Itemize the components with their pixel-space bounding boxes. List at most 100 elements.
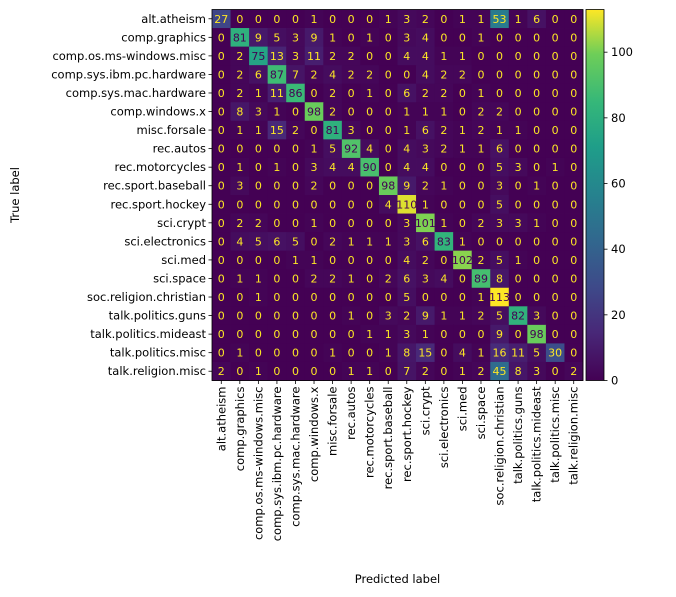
cell-value-label: 0 [552,31,559,44]
y-tick-label: alt.atheism [141,12,206,26]
heatmap-cell [341,176,361,196]
cell-value-label: 0 [236,198,243,211]
heatmap-cell [545,28,565,47]
heatmap-cell [397,213,417,233]
heatmap-cell [527,287,547,307]
cell-value-label: 2 [440,143,447,156]
y-axis-ticks: alt.atheism comp.graphics comp.os.ms-windo… [51,12,212,378]
y-tick-label: comp.sys.mac.hardware [66,86,206,100]
cell-value-label: 0 [292,365,299,378]
cell-value-label: 0 [218,106,225,119]
heatmap-cell [212,83,231,103]
heatmap-cell [416,361,435,381]
heatmap-cell [545,250,565,270]
heatmap-cell [230,46,250,66]
cell-value-label: 0 [348,13,355,26]
heatmap-cell [323,46,343,66]
heatmap-cell [286,9,306,29]
cell-value-label: 0 [329,328,336,341]
cell-value-label: 0 [273,198,280,211]
cell-value-label: 81 [233,31,247,44]
cell-value-label: 0 [552,68,559,81]
heatmap-cell [378,269,398,289]
heatmap-cell-labels: 27 0 0 0 0 1 0 0 0 1 3 2 0 1 1 53 1 6 0 00 81 9 5 3 9 1 0 1 0 3 4 0 0 1 0 0… [214,13,577,378]
cell-value-label: 4 [440,272,447,285]
cell-value-label: 16 [493,347,507,360]
heatmap-cell [490,269,510,289]
cell-value-label: 1 [440,217,447,230]
cell-value-label: 0 [552,272,559,285]
cell-value-label: 0 [496,87,503,100]
cell-value-label: 2 [440,68,447,81]
cell-value-label: 87 [270,68,284,81]
heatmap-cell [564,46,584,66]
heatmap-cell [397,269,417,289]
colorbar-tick-label: 80 [611,111,626,125]
cell-value-label: 0 [552,180,559,193]
y-tick-label: talk.politics.guns [109,309,206,323]
heatmap-cell [508,65,528,85]
cell-value-label: 1 [366,328,373,341]
heatmap-cell [267,157,287,177]
heatmap-cell [490,176,510,196]
cell-value-label: 1 [311,217,318,230]
heatmap-cell [360,269,380,289]
heatmap-cell [323,139,343,159]
cell-value-label: 4 [403,161,410,174]
cell-value-label: 1 [348,272,355,285]
cell-value-label: 0 [570,291,577,304]
cell-value-label: 2 [385,272,392,285]
heatmap-cell [416,306,435,326]
heatmap-cell [527,65,547,85]
y-tick-label: rec.motorcycles [114,160,206,174]
cell-value-label: 1 [459,13,466,26]
cell-value-label: 0 [311,198,318,211]
colorbar-tick-label: 60 [611,177,626,191]
cell-value-label: 1 [422,106,429,119]
cell-value-label: 0 [552,124,559,137]
cell-value-label: 1 [533,180,540,193]
heatmap-cell [360,324,380,344]
heatmap-cell [267,269,287,289]
heatmap-cell [323,232,343,252]
heatmap-cell [286,28,306,47]
cell-value-label: 86 [288,87,302,100]
heatmap-cell [416,343,435,363]
heatmap-cell [434,65,454,85]
y-tick-label: rec.sport.hockey [110,197,206,211]
cell-value-label: 3 [515,161,522,174]
heatmap-cell [471,46,491,66]
cell-value-label: 0 [329,180,336,193]
heatmap-cell [453,195,473,214]
heatmap-cell [230,195,250,214]
cell-value-label: 0 [218,68,225,81]
cell-value-label: 0 [292,310,299,323]
cell-value-label: 2 [422,87,429,100]
heatmap-cell [230,120,250,140]
heatmap-cell [564,139,584,159]
heatmap-cell [360,250,380,270]
cell-value-label: 0 [515,180,522,193]
heatmap-cell [397,83,417,103]
heatmap-cell [508,139,528,159]
y-tick-label: sci.electronics [124,234,206,248]
heatmap-cell [304,195,324,214]
heatmap-cell [230,361,250,381]
y-tick-label: comp.os.ms-windows.misc [52,49,206,63]
cell-value-label: 1 [366,31,373,44]
cell-value-label: 30 [548,347,562,360]
cell-value-label: 0 [292,180,299,193]
heatmap-cell [397,306,417,326]
heatmap-cell [416,232,435,252]
cell-value-label: 0 [348,180,355,193]
heatmap-cell [397,139,417,159]
cell-value-label: 0 [348,106,355,119]
heatmap-cell [471,9,491,29]
heatmap-cell [323,195,343,214]
cell-value-label: 0 [348,347,355,360]
cell-value-label: 2 [477,217,484,230]
heatmap-cell [286,176,306,196]
heatmap-cell [230,343,250,363]
cell-value-label: 2 [311,68,318,81]
heatmap-cell [490,195,510,214]
